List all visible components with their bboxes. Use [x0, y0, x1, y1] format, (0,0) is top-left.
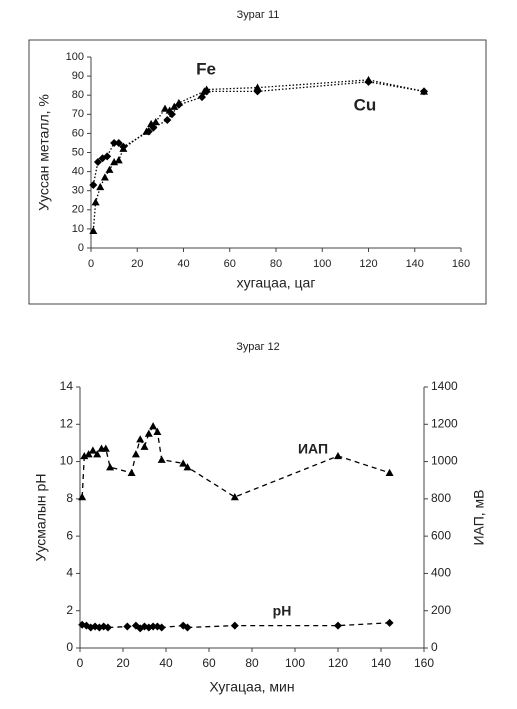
point: [179, 459, 187, 466]
y-tick-label: 12: [60, 416, 74, 430]
x-axis-label: хугацаа, цаг: [237, 275, 316, 291]
y-tick-label: 0: [66, 640, 73, 654]
y2-tick-label: 200: [431, 603, 451, 617]
y-tick-label: 10: [72, 223, 84, 235]
point: [334, 622, 342, 630]
y-tick-label: 4: [66, 566, 73, 580]
x-tick-label: 140: [406, 258, 424, 270]
x-axis-label: Хугацаа, мин: [209, 679, 294, 695]
x-tick-label: 0: [88, 258, 94, 270]
y-tick-label: 14: [60, 379, 74, 393]
y2-tick-label: 800: [431, 491, 451, 505]
y2-tick-label: 600: [431, 528, 451, 542]
y-axis-label: Уусcан металл, %: [36, 94, 52, 211]
point: [128, 469, 136, 476]
x-tick-label: 100: [285, 656, 305, 670]
point: [254, 87, 262, 95]
point: [365, 78, 373, 86]
y-tick-label: 2: [66, 603, 73, 617]
y-tick-label: 30: [72, 185, 84, 197]
point: [386, 469, 394, 476]
point: [106, 166, 114, 173]
point: [145, 430, 153, 437]
x-tick-label: 40: [177, 258, 189, 270]
x-tick-label: 80: [270, 258, 282, 270]
x-tick-label: 120: [328, 656, 348, 670]
point: [231, 493, 239, 500]
x-tick-label: 160: [414, 656, 434, 670]
series-label: pH: [273, 603, 292, 619]
point: [334, 452, 342, 459]
series-label: Cu: [354, 95, 377, 114]
x-tick-label: 20: [131, 258, 143, 270]
y2-tick-label: 400: [431, 566, 451, 580]
y-tick-label: 70: [72, 108, 84, 120]
x-tick-label: 20: [116, 656, 130, 670]
x-tick-label: 60: [224, 258, 236, 270]
x-tick-label: 140: [371, 656, 391, 670]
series-label: Fe: [196, 59, 216, 78]
x-tick-label: 160: [452, 258, 470, 270]
y2-axis-label: ИАП, мВ: [471, 489, 487, 545]
y2-tick-label: 0: [431, 640, 438, 654]
y-tick-label: 8: [66, 491, 73, 505]
point: [115, 156, 123, 163]
point: [96, 183, 104, 190]
x-tick-label: 60: [202, 656, 216, 670]
x-tick-label: 0: [77, 656, 84, 670]
point: [149, 422, 157, 429]
point: [231, 622, 239, 630]
y-tick-label: 6: [66, 528, 73, 542]
caption: Зураг 12: [236, 341, 280, 353]
y-tick-label: 20: [72, 204, 84, 216]
point: [78, 493, 86, 500]
point: [386, 619, 394, 627]
x-tick-label: 100: [313, 258, 331, 270]
x-tick-label: 40: [159, 656, 173, 670]
point: [106, 463, 114, 470]
y-tick-label: 0: [78, 242, 84, 254]
y-tick-label: 40: [72, 166, 84, 178]
y-tick-label: 90: [72, 70, 84, 82]
x-tick-label: 80: [245, 656, 259, 670]
point: [92, 198, 100, 205]
y-axis-label: Уусмалын pH: [33, 474, 49, 562]
point: [141, 443, 149, 450]
point: [136, 435, 144, 442]
point: [123, 623, 131, 631]
caption: Зураг 11: [237, 9, 280, 21]
point: [101, 173, 109, 180]
y-tick-label: 10: [60, 454, 74, 468]
series-label: ИАП: [298, 441, 328, 457]
y-tick-label: 50: [72, 146, 84, 158]
y-tick-label: 60: [72, 127, 84, 139]
y2-tick-label: 1400: [431, 379, 458, 393]
page: Зураг 1102040608010012014016001020304050…: [0, 0, 517, 709]
point: [158, 456, 166, 463]
x-tick-label: 120: [359, 258, 377, 270]
y2-tick-label: 1000: [431, 454, 458, 468]
point: [132, 450, 140, 457]
y-tick-label: 80: [72, 89, 84, 101]
y2-tick-label: 1200: [431, 416, 458, 430]
point: [89, 446, 97, 453]
series-line: [82, 426, 389, 497]
y-tick-label: 100: [66, 51, 84, 63]
